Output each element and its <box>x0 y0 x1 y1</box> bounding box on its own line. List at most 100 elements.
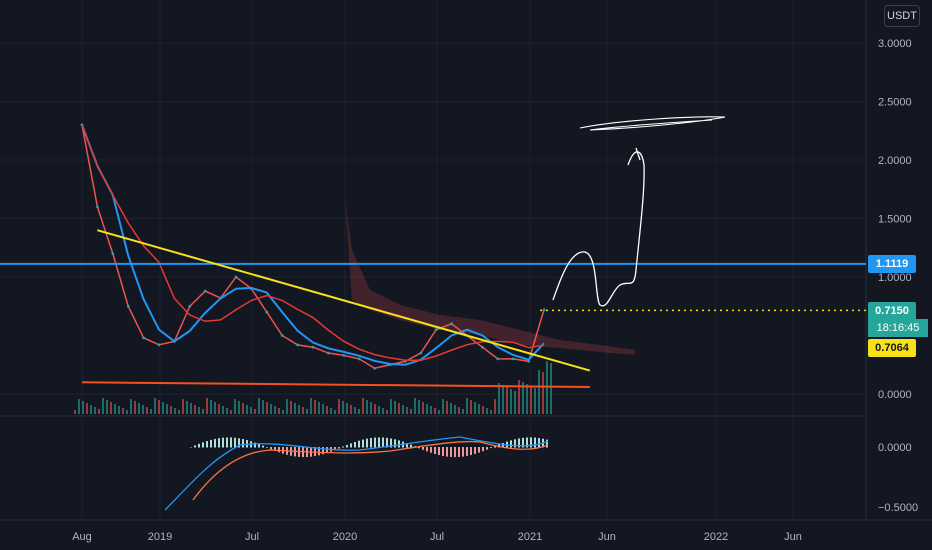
volume-bar <box>414 398 416 414</box>
time-tick-label: 2021 <box>518 531 542 543</box>
macd-histogram-bar <box>254 442 256 448</box>
volume-bar <box>242 403 244 414</box>
macd-histogram-bar <box>482 447 484 452</box>
volume-bar <box>314 400 316 414</box>
macd-histogram-bar <box>514 439 516 448</box>
currency-label[interactable]: USDT <box>884 5 920 27</box>
volume-bar <box>218 404 220 414</box>
volume-bar <box>158 400 160 414</box>
volume-bar <box>498 383 500 414</box>
macd-tick-label: 0.0000 <box>878 442 912 454</box>
grid-lines <box>0 0 932 521</box>
price-point <box>126 304 130 308</box>
volume-bar <box>542 372 544 414</box>
volume-bar <box>306 409 308 414</box>
volume-bar <box>518 380 520 414</box>
volume-bar <box>290 401 292 414</box>
macd-histogram-bar <box>190 447 192 448</box>
macd-histogram-bar <box>470 447 472 456</box>
volume-bar <box>450 403 452 414</box>
volume-bar <box>110 402 112 414</box>
macd-histogram-bar <box>222 437 224 448</box>
macd-histogram-bar <box>394 439 396 448</box>
macd-histogram-bar <box>358 440 360 448</box>
projection-scribble <box>552 147 645 307</box>
price-point <box>434 328 438 332</box>
macd-histogram-bar <box>462 447 464 457</box>
macd-histogram-bar <box>374 437 376 448</box>
volume-bar <box>374 404 376 414</box>
volume-bar <box>406 407 408 414</box>
price-tick-label: 3.0000 <box>878 38 912 50</box>
time-tick-label: Jul <box>430 531 444 543</box>
volume-bar <box>138 403 140 414</box>
volume-bar <box>334 410 336 414</box>
volume-bar <box>486 408 488 414</box>
volume-bar <box>386 410 388 414</box>
price-point <box>111 252 115 256</box>
price-point <box>450 322 453 326</box>
price-tick-label: 2.5000 <box>878 97 912 109</box>
volume-bar <box>146 407 148 414</box>
macd-histogram-bar <box>366 438 368 448</box>
macd-histogram-bar <box>274 447 276 451</box>
macd-histogram-bar <box>266 447 268 448</box>
macd-histogram-bar <box>218 438 220 448</box>
volume-bar <box>178 410 180 414</box>
macd-histogram-bar <box>378 437 380 448</box>
volume-bar <box>370 402 372 414</box>
macd-histogram-bar <box>466 447 468 456</box>
price-point <box>542 308 546 312</box>
cloud-area <box>345 200 635 355</box>
macd-histogram-bar <box>262 445 264 448</box>
macd-histogram-bar <box>198 443 200 448</box>
volume-bar <box>258 398 260 414</box>
price-tick-label: 0.0000 <box>878 389 912 401</box>
time-tick-label: 2022 <box>704 531 728 543</box>
macd-panel <box>164 436 549 511</box>
macd-histogram-bar <box>458 447 460 457</box>
price-point <box>203 289 207 293</box>
macd-histogram-bar <box>426 447 428 452</box>
volume-bar <box>354 407 356 414</box>
volume-bar <box>338 399 340 414</box>
macd-histogram-bar <box>438 447 440 456</box>
ichimoku-cloud <box>345 200 635 355</box>
volume-bar <box>302 407 304 414</box>
macd-histogram-bar <box>226 437 228 448</box>
macd-histogram-bar <box>386 437 388 448</box>
volume-bar <box>322 404 324 414</box>
macd-histogram-bar <box>346 444 348 448</box>
volume-bar <box>262 400 264 414</box>
volume-bar <box>162 402 164 414</box>
ma-line-red <box>81 124 545 362</box>
macd-histogram-bar <box>270 447 272 450</box>
volume-bar <box>294 403 296 414</box>
macd-histogram-bar <box>474 447 476 454</box>
horizontal-lines <box>0 262 866 312</box>
macd-histogram-bar <box>418 447 420 449</box>
volume-bar <box>166 404 168 414</box>
macd-histogram-bar <box>546 439 548 448</box>
volume-bar <box>198 407 200 414</box>
macd-histogram-bar <box>538 438 540 448</box>
hand-drawing <box>552 116 726 307</box>
volume-bar <box>478 404 480 414</box>
macd-histogram-bar <box>522 437 524 448</box>
macd-histogram-bar <box>354 441 356 448</box>
macd-histogram-bar <box>338 447 340 449</box>
macd-histogram-bar <box>194 445 196 448</box>
macd-histogram-bar <box>202 442 204 448</box>
time-tick-label: 2019 <box>148 531 172 543</box>
price-point <box>142 336 146 340</box>
macd-histogram-bar <box>422 447 424 450</box>
volume-bar <box>210 400 212 414</box>
macd-histogram-bar <box>390 438 392 448</box>
volume-bar <box>98 409 100 414</box>
price-point <box>419 351 423 355</box>
macd-histogram-bar <box>446 447 448 457</box>
macd-histogram-bar <box>490 447 492 449</box>
volume-bar <box>94 407 96 414</box>
volume-bar <box>346 403 348 414</box>
